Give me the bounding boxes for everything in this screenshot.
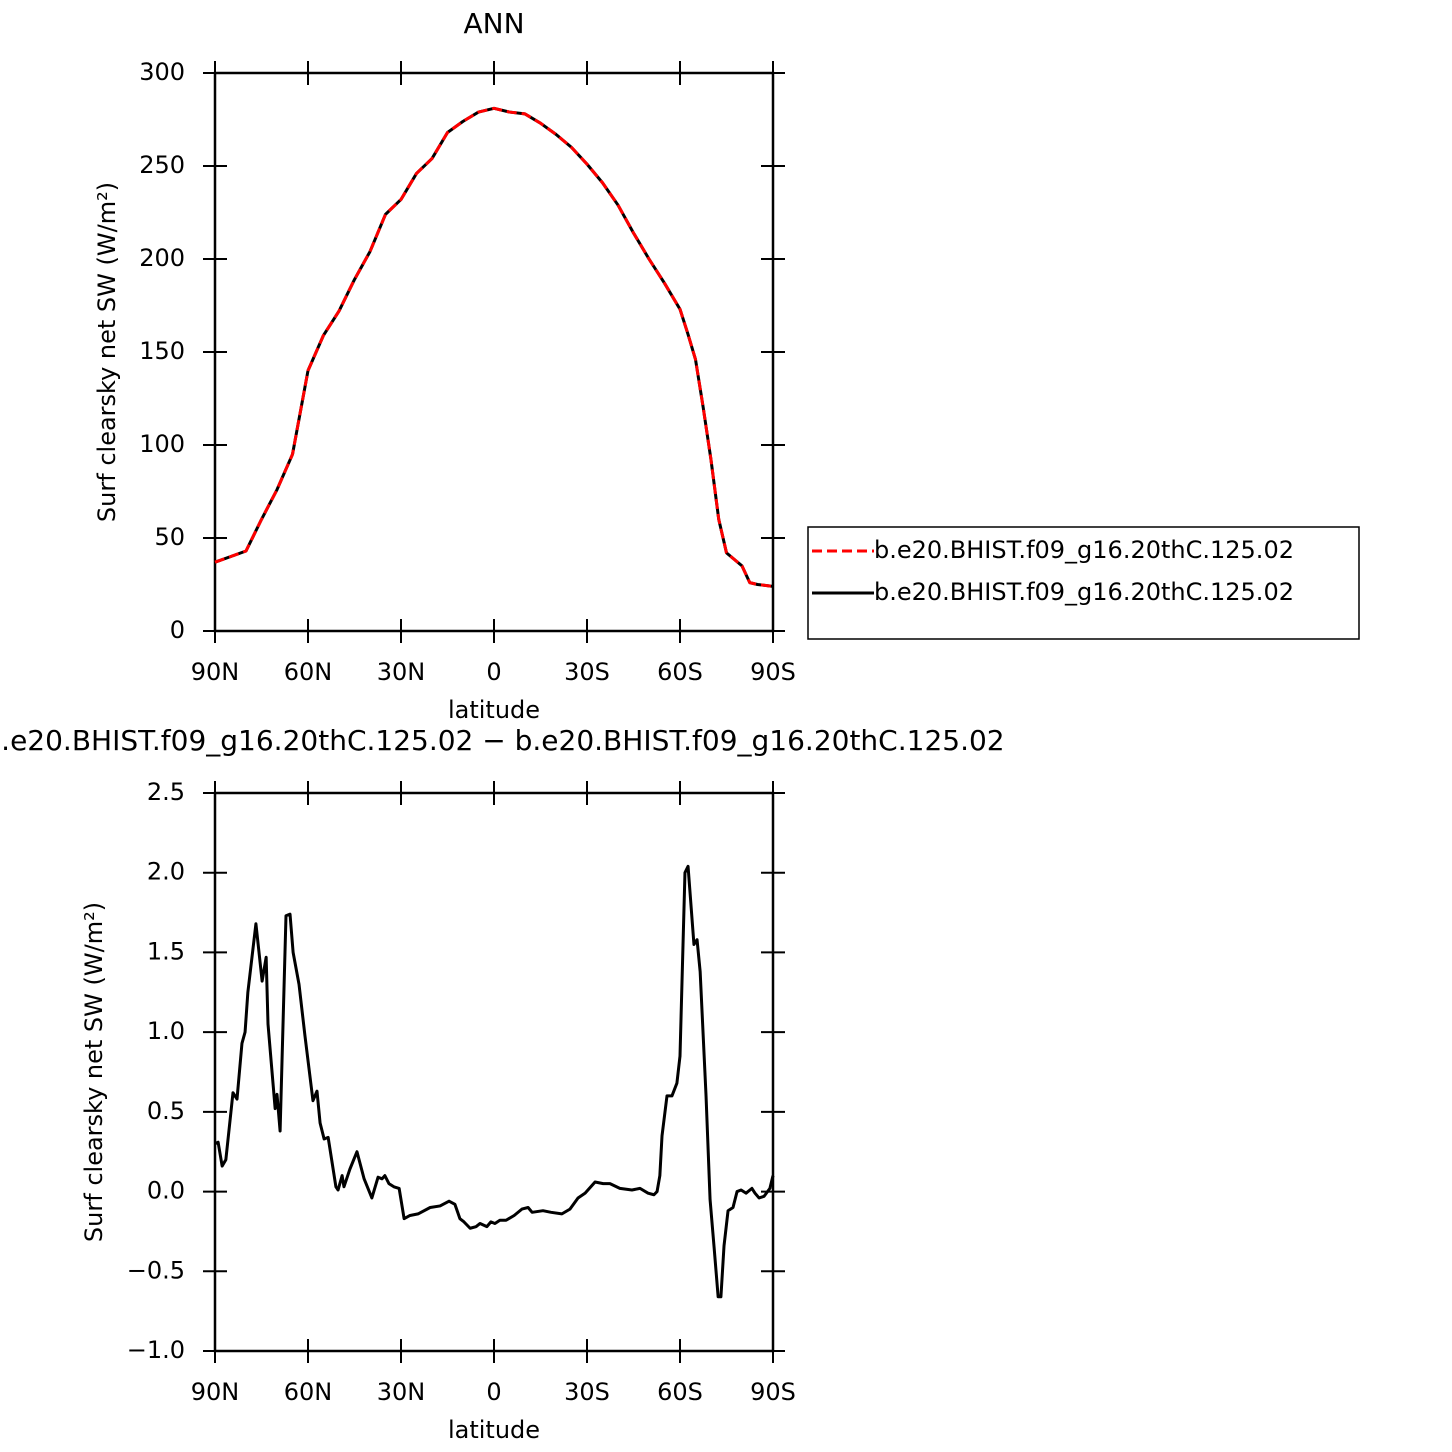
data-line [214, 106, 774, 588]
x-tick-label: 30N [377, 1378, 426, 1406]
y-tick-label: 2.0 [147, 858, 185, 886]
y-axis-label: Surf clearsky net SW (W/m²) [80, 902, 108, 1242]
chart-title: ANN [463, 7, 524, 40]
plot-frame [213, 71, 775, 633]
x-tick-label: 90N [191, 1378, 240, 1406]
x-axis-label: latitude [448, 1416, 540, 1444]
x-tick-label: 30S [564, 658, 610, 686]
plot-frame [213, 791, 775, 1353]
y-axis-label: Surf clearsky net SW (W/m²) [93, 182, 121, 522]
legend-box [807, 526, 1360, 640]
x-tick-label: 60S [657, 1378, 703, 1406]
x-tick-label: 30S [564, 1378, 610, 1406]
y-tick-label: −1.0 [127, 1336, 185, 1364]
chart-title: b.e20.BHIST.f09_g16.20thC.125.02 − b.e20… [0, 724, 1005, 757]
x-tick-label: 60N [284, 1378, 333, 1406]
y-tick-label: 0 [170, 616, 185, 644]
x-tick-label: 90N [191, 658, 240, 686]
x-tick-label: 0 [486, 1378, 501, 1406]
legend-label: b.e20.BHIST.f09_g16.20thC.125.02 [874, 578, 1294, 606]
y-tick-label: 0.0 [147, 1177, 185, 1205]
y-tick-label: 100 [139, 430, 185, 458]
y-tick-label: −0.5 [127, 1256, 185, 1284]
y-tick-label: 150 [139, 337, 185, 365]
y-tick-label: 1.0 [147, 1017, 185, 1045]
data-line [214, 106, 774, 588]
y-tick-label: 0.5 [147, 1097, 185, 1125]
x-tick-label: 90S [750, 658, 796, 686]
y-tick-label: 2.5 [147, 778, 185, 806]
y-tick-label: 1.5 [147, 937, 185, 965]
data-line [214, 864, 775, 1299]
x-tick-label: 90S [750, 1378, 796, 1406]
x-axis-label: latitude [448, 696, 540, 724]
y-tick-label: 200 [139, 244, 185, 272]
x-tick-label: 30N [377, 658, 426, 686]
x-tick-label: 60N [284, 658, 333, 686]
y-tick-label: 50 [154, 523, 185, 551]
y-tick-label: 250 [139, 151, 185, 179]
y-tick-label: 300 [139, 58, 185, 86]
legend-label: b.e20.BHIST.f09_g16.20thC.125.02 [874, 536, 1294, 564]
x-tick-label: 0 [486, 658, 501, 686]
x-tick-label: 60S [657, 658, 703, 686]
